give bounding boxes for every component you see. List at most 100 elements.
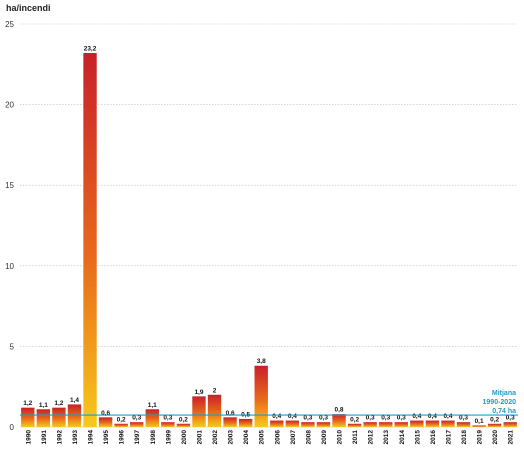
- bar: [394, 422, 408, 427]
- bar: [52, 407, 66, 427]
- bar: [379, 422, 393, 427]
- bar-value-label: 0,2: [179, 416, 188, 423]
- x-tick-label: 2015: [414, 430, 421, 445]
- x-tick-label: 2007: [290, 430, 297, 445]
- bar-value-label: 0,4: [272, 413, 281, 420]
- bar: [238, 418, 253, 427]
- bar-value-label: 23,2: [84, 46, 97, 53]
- bar-value-label: 3,8: [257, 358, 266, 365]
- bar: [130, 422, 144, 427]
- bar: [36, 409, 51, 427]
- bar: [410, 420, 424, 427]
- x-tick-label: 1994: [88, 430, 95, 445]
- bar: [332, 414, 346, 427]
- x-tick-label: 1995: [103, 430, 110, 445]
- bar: [254, 365, 268, 427]
- bar: [441, 420, 455, 427]
- bar-value-label: 0,3: [381, 415, 390, 422]
- bar: [503, 422, 517, 427]
- bar: [270, 420, 284, 427]
- bar-value-label: 0,2: [117, 416, 126, 423]
- bar-value-label: 0,3: [303, 415, 312, 422]
- x-tick-label: 1996: [119, 430, 126, 445]
- bar-value-label: 0,2: [490, 416, 499, 423]
- bar: [176, 423, 191, 427]
- bar-value-label: 1,2: [54, 400, 63, 407]
- bar: [83, 53, 97, 428]
- bar: [472, 425, 486, 427]
- x-tick-label: 2018: [461, 430, 468, 445]
- bar: [425, 420, 440, 427]
- x-tick-label: 2009: [321, 430, 328, 445]
- y-tick-label: 0: [10, 423, 15, 432]
- bar: [285, 420, 300, 427]
- bar-value-label: 0,3: [319, 415, 328, 422]
- bar-value-label: 0,1: [475, 418, 484, 425]
- x-tick-label: 2001: [196, 430, 203, 445]
- x-tick-label: 2017: [445, 430, 452, 445]
- bar-value-label: 0,6: [101, 410, 110, 417]
- x-tick-label: 1992: [56, 430, 63, 445]
- bar: [301, 422, 315, 427]
- x-tick-label: 2016: [430, 430, 437, 445]
- x-tick-label: 2012: [368, 430, 375, 445]
- bar-value-label: 1,1: [148, 402, 157, 409]
- bar: [67, 404, 82, 427]
- bar-value-label: 0,4: [412, 413, 421, 420]
- x-tick-label: 2004: [243, 430, 250, 445]
- average-label: Mitjana 1990-2020 0,74 ha: [483, 389, 516, 416]
- y-axis-title: ha/incendi: [6, 3, 51, 13]
- x-tick-label: 2003: [228, 430, 235, 445]
- bar: [145, 409, 159, 427]
- x-tick-label: 2021: [508, 430, 515, 445]
- bar: [98, 417, 113, 427]
- bar: [21, 407, 35, 427]
- average-label-title: Mitjana: [491, 390, 516, 397]
- x-tick-label: 1998: [150, 430, 157, 445]
- x-tick-label: 2011: [352, 430, 359, 444]
- bar-value-label: 0,4: [288, 413, 297, 420]
- x-tick-label: 1999: [165, 430, 172, 445]
- bar-value-label: 0,3: [397, 415, 406, 422]
- y-tick-label: 10: [5, 262, 14, 271]
- x-tick-label: 2008: [305, 430, 312, 445]
- x-tick-label: 2010: [337, 430, 344, 445]
- bar-value-label: 0,3: [132, 415, 141, 422]
- average-label-value: 0,74 ha: [492, 408, 516, 415]
- x-tick-label: 2005: [259, 430, 266, 445]
- bar: [192, 396, 206, 427]
- bar: [223, 417, 237, 427]
- x-tick-label: 2020: [492, 430, 499, 445]
- bar: [363, 422, 377, 427]
- bar-value-label: 0,3: [506, 415, 515, 422]
- x-tick-label: 1993: [72, 430, 79, 445]
- bar-value-label: 0,3: [163, 415, 172, 422]
- x-tick-label: 1991: [41, 430, 48, 445]
- bar: [161, 422, 175, 427]
- x-tick-label: 2013: [383, 430, 390, 445]
- y-tick-label: 15: [5, 181, 14, 190]
- x-tick-label: 2006: [274, 430, 281, 445]
- bar-value-label: 0,3: [459, 415, 468, 422]
- bar-value-label: 1,9: [194, 389, 203, 396]
- x-tick-label: 2019: [477, 430, 484, 445]
- x-tick-label: 2002: [212, 430, 219, 445]
- bar-value-label: 0,4: [428, 413, 437, 420]
- y-tick-label: 5: [10, 342, 15, 351]
- bar: [316, 422, 331, 427]
- bar-value-label: 0,8: [335, 407, 344, 414]
- bar: [207, 394, 222, 427]
- x-tick-label: 2014: [399, 430, 406, 445]
- bar-value-label: 0,6: [226, 410, 235, 417]
- x-tick-label: 1990: [25, 430, 32, 445]
- average-label-period: 1990-2020: [482, 399, 516, 406]
- bar: [487, 423, 502, 427]
- bar-value-label: 0,3: [366, 415, 375, 422]
- bar: [114, 423, 128, 427]
- bar: [347, 423, 362, 427]
- bar-value-label: 1,4: [70, 397, 79, 404]
- bar-value-label: 2: [213, 387, 217, 394]
- bar: [456, 422, 471, 427]
- y-tick-label: 25: [5, 20, 14, 29]
